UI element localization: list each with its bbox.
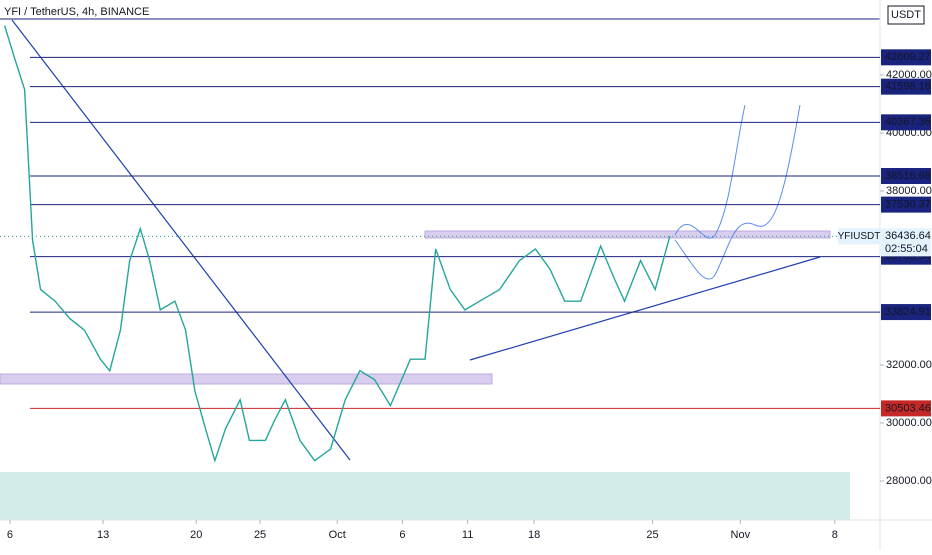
y-tick-label: 42000.00 <box>886 69 932 81</box>
last-price-box <box>881 228 931 257</box>
y-tick-label: 38000.00 <box>886 185 932 197</box>
support-zone <box>0 373 493 385</box>
x-tick-label: 11 <box>462 529 473 541</box>
price-label-box <box>881 114 931 131</box>
x-tick-label: Nov <box>731 529 751 541</box>
price-label-box <box>881 196 931 213</box>
x-tick-label: 8 <box>832 529 838 541</box>
y-tick-label: 28000.00 <box>886 475 932 487</box>
x-tick-label: 6 <box>7 529 13 541</box>
price-level-label: 37530.37 <box>885 199 931 211</box>
trendline <box>11 19 351 461</box>
x-tick-label: 20 <box>190 529 202 541</box>
currency: USDT <box>891 9 921 21</box>
price-level-label: 33824.91 <box>885 306 931 318</box>
resistance-zone <box>424 230 831 239</box>
x-tick-label: 13 <box>97 529 109 541</box>
x-tick-label: 25 <box>254 529 266 541</box>
symbol-box <box>838 228 880 245</box>
trendline <box>469 256 821 361</box>
price-level-label: 41598.16 <box>885 81 931 93</box>
x-tick-label: 25 <box>646 529 658 541</box>
volume-zone <box>0 472 850 520</box>
price-label-box <box>881 78 931 95</box>
projection <box>674 104 746 239</box>
last-price: 36436.64 <box>885 230 931 242</box>
x-tick-label: 6 <box>399 529 405 541</box>
countdown: 02:55:04 <box>885 243 928 255</box>
price-label-box <box>881 304 931 321</box>
price-label-box <box>881 168 931 185</box>
price-level-label: 30503.46 <box>885 402 931 414</box>
x-tick-label: 18 <box>528 529 540 541</box>
currency-box <box>887 5 925 25</box>
price-label-box <box>881 49 931 66</box>
x-tick-label: Oct <box>329 529 346 541</box>
price-level-label: 38516.68 <box>885 170 931 182</box>
projection <box>674 104 801 280</box>
symbol: YFIUSDT <box>838 231 881 242</box>
price-level-label: 42609.27 <box>885 51 931 63</box>
price-line <box>3 25 671 464</box>
chart-title: YFI / TetherUS, 4h, BINANCE <box>4 6 149 18</box>
y-tick-label: 32000.00 <box>886 359 932 371</box>
price-label-box <box>881 400 931 417</box>
price-level-label: 40367.36 <box>885 116 931 128</box>
y-tick-label: 30000.00 <box>886 417 932 429</box>
